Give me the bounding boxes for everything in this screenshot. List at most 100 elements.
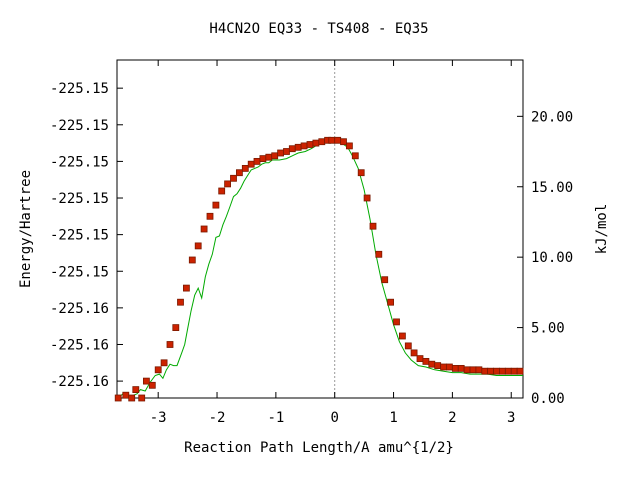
data-point: [422, 357, 430, 365]
energy-curve: [117, 141, 523, 399]
data-point: [375, 250, 383, 258]
data-point: [122, 391, 130, 399]
y-right-tick-label: 10.00: [531, 250, 573, 266]
x-tick-label: 1: [389, 410, 397, 426]
data-point: [404, 342, 412, 350]
data-point: [241, 164, 249, 172]
data-point: [306, 141, 314, 148]
data-point: [182, 284, 190, 292]
data-point: [235, 169, 243, 177]
data-point: [283, 148, 290, 155]
x-tick-label: -2: [209, 410, 226, 426]
data-point: [469, 366, 477, 374]
x-axis-label: Reaction Path Length/A amu^{1/2}: [184, 440, 454, 456]
data-point: [253, 157, 261, 165]
data-point: [114, 394, 122, 402]
data-point: [475, 366, 483, 374]
data-point: [398, 332, 406, 340]
data-point: [247, 160, 255, 168]
data-point: [363, 194, 371, 202]
data-point: [428, 360, 436, 368]
data-point: [277, 149, 285, 157]
data-point: [154, 366, 162, 374]
data-point: [200, 225, 208, 233]
data-point: [504, 367, 512, 375]
data-point: [440, 363, 448, 371]
data-point: [445, 363, 453, 371]
x-tick-label: -3: [150, 410, 167, 426]
data-point: [369, 222, 377, 230]
y-left-tick-label: -225.16: [50, 337, 109, 353]
data-point: [340, 138, 347, 146]
data-point: [206, 212, 214, 220]
x-axis: -3 -2 -1 0 1 2 3: [150, 60, 515, 426]
data-point: [271, 152, 279, 160]
data-point: [166, 341, 174, 348]
data-point: [357, 169, 365, 177]
data-point: [463, 366, 471, 374]
y-axis-label-right: kJ/mol: [594, 204, 610, 255]
data-point: [188, 256, 196, 264]
data-point: [148, 381, 156, 389]
data-point: [138, 394, 146, 402]
y-axis-right: 0.00 5.00 10.00 15.00 20.00: [517, 109, 573, 407]
data-point: [498, 367, 506, 375]
data-point: [218, 187, 226, 195]
y-right-tick-label: 15.00: [531, 180, 573, 196]
data-point: [288, 145, 296, 153]
data-point: [128, 394, 136, 402]
data-point: [294, 143, 302, 151]
data-point: [457, 364, 465, 372]
data-point: [312, 139, 320, 147]
data-point: [516, 367, 524, 375]
data-point: [393, 318, 400, 326]
data-point: [265, 153, 273, 161]
data-point: [194, 242, 202, 250]
data-point: [259, 155, 267, 163]
data-point: [434, 362, 442, 370]
y-left-tick-label: -225.15: [50, 81, 109, 97]
data-point: [493, 367, 500, 375]
y-axis-left: -225.15 -225.15 -225.15 -225.15 -225.15 -225.…: [50, 81, 123, 390]
data-point: [224, 180, 232, 188]
data-point: [334, 136, 342, 144]
data-point: [510, 367, 518, 375]
plot-frame: [116, 59, 524, 399]
y-left-tick-label: -225.15: [50, 264, 109, 280]
y-left-tick-label: -225.16: [50, 374, 109, 390]
y-right-tick-label: 5.00: [531, 321, 565, 337]
data-point: [300, 142, 308, 150]
y-right-tick-label: 0.00: [531, 391, 565, 407]
y-right-tick-label: 20.00: [531, 109, 573, 125]
data-point: [451, 364, 459, 372]
x-tick-label: 2: [448, 410, 456, 426]
data-point: [230, 174, 237, 182]
data-point: [416, 355, 424, 363]
data-point: [142, 377, 150, 385]
data-point: [351, 152, 359, 160]
data-point: [160, 359, 168, 367]
chart-title: H4CN2O EQ33 - TS408 - EQ35: [209, 21, 428, 37]
y-left-tick-label: -225.16: [50, 301, 109, 317]
data-point: [328, 136, 336, 144]
data-point: [132, 386, 140, 394]
data-point: [177, 298, 184, 306]
y-left-tick-label: -225.15: [50, 118, 109, 134]
data-point: [212, 201, 220, 209]
data-point: [345, 142, 353, 150]
x-tick-label: 3: [507, 410, 515, 426]
data-point: [318, 138, 326, 146]
data-point: [410, 349, 418, 357]
y-left-tick-label: -225.15: [50, 154, 109, 170]
data-points: [114, 136, 524, 402]
data-point: [481, 367, 489, 375]
data-point: [387, 298, 395, 306]
data-point: [172, 324, 180, 332]
data-point: [381, 276, 389, 284]
y-left-tick-label: -225.15: [50, 191, 109, 207]
x-tick-label: 0: [330, 410, 338, 426]
y-axis-label-left: Energy/Hartree: [18, 170, 34, 288]
x-tick-label: -1: [267, 410, 284, 426]
data-point: [487, 367, 495, 375]
